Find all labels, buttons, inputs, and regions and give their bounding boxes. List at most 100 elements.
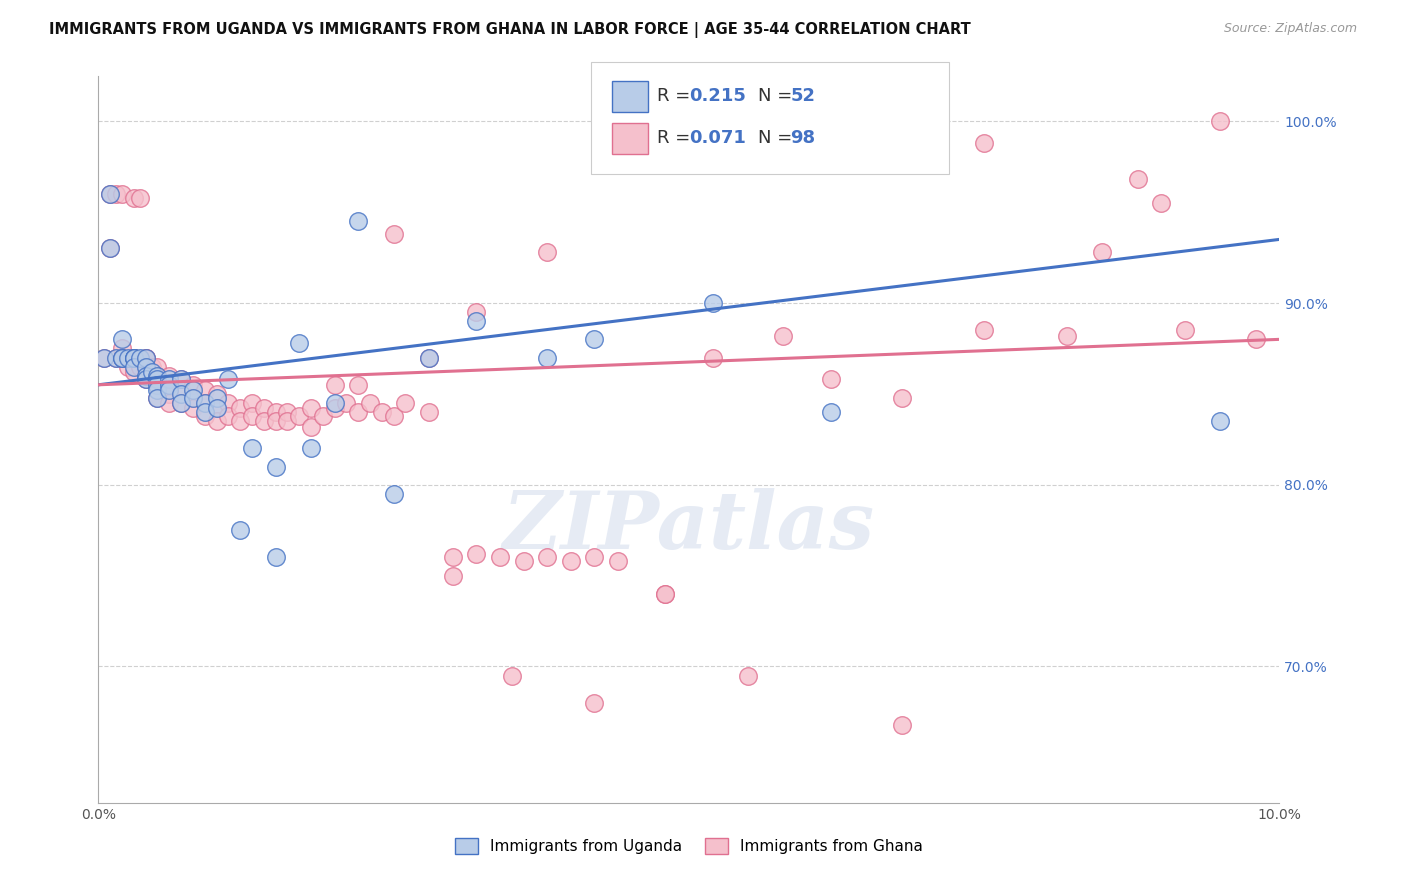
Point xyxy=(583,550,606,565)
Point xyxy=(465,314,488,328)
Point xyxy=(135,372,157,386)
Point xyxy=(157,387,180,401)
Point xyxy=(157,377,180,392)
Point xyxy=(217,396,239,410)
Point xyxy=(141,359,163,374)
Point xyxy=(536,351,558,365)
Point xyxy=(973,323,995,337)
Point xyxy=(820,405,842,419)
Point xyxy=(146,372,169,386)
Point xyxy=(276,414,298,428)
Point xyxy=(253,401,276,416)
Point xyxy=(418,351,440,365)
Point xyxy=(371,405,394,419)
Point xyxy=(536,245,558,260)
Point xyxy=(359,396,381,410)
Point xyxy=(157,377,180,392)
Point xyxy=(536,550,558,565)
Point xyxy=(347,377,370,392)
Text: 98: 98 xyxy=(790,129,815,147)
Text: ZIPatlas: ZIPatlas xyxy=(503,488,875,566)
Text: 52: 52 xyxy=(790,87,815,105)
Point xyxy=(194,409,217,423)
Point xyxy=(135,351,157,365)
Point xyxy=(1244,332,1267,346)
Point xyxy=(240,442,263,456)
Point xyxy=(418,405,440,419)
Point xyxy=(98,186,121,201)
Point xyxy=(702,351,724,365)
Point xyxy=(890,717,912,731)
Point xyxy=(264,414,287,428)
Point xyxy=(394,396,416,410)
Point xyxy=(1056,328,1078,343)
Point xyxy=(135,368,157,383)
Point xyxy=(382,487,405,501)
Point xyxy=(98,242,121,256)
Point xyxy=(418,351,440,365)
Point xyxy=(194,396,217,410)
Point xyxy=(105,186,128,201)
Text: R =: R = xyxy=(657,87,696,105)
Point xyxy=(122,359,145,374)
Point xyxy=(654,587,676,601)
Point xyxy=(111,351,134,365)
Point xyxy=(347,214,370,228)
Point xyxy=(276,405,298,419)
Text: 0.215: 0.215 xyxy=(689,87,745,105)
Legend: Immigrants from Uganda, Immigrants from Ghana: Immigrants from Uganda, Immigrants from … xyxy=(449,831,929,861)
Point xyxy=(105,351,128,365)
Point xyxy=(128,359,150,374)
Point xyxy=(312,409,335,423)
Point xyxy=(205,401,228,416)
Point xyxy=(772,328,794,343)
Point xyxy=(347,405,370,419)
Point xyxy=(205,414,228,428)
Point xyxy=(194,383,217,397)
Point xyxy=(217,409,239,423)
Point xyxy=(465,547,488,561)
Point xyxy=(1209,414,1232,428)
Point xyxy=(98,186,121,201)
Point xyxy=(122,351,145,365)
Point xyxy=(335,396,357,410)
Point xyxy=(146,391,169,405)
Point xyxy=(264,405,287,419)
Point xyxy=(382,227,405,241)
Point xyxy=(146,377,169,392)
Point xyxy=(93,351,115,365)
Point xyxy=(1174,323,1197,337)
Point xyxy=(229,401,252,416)
Point xyxy=(973,136,995,150)
Point xyxy=(229,523,252,537)
Point xyxy=(146,377,169,392)
Point xyxy=(288,336,311,351)
Point xyxy=(512,554,534,568)
Point xyxy=(170,383,193,397)
Text: N =: N = xyxy=(758,87,797,105)
Point xyxy=(181,383,204,397)
Point xyxy=(157,383,180,397)
Point xyxy=(128,191,150,205)
Point xyxy=(465,305,488,319)
Point xyxy=(157,372,180,386)
Point xyxy=(135,372,157,386)
Point xyxy=(111,342,134,356)
Point xyxy=(194,396,217,410)
Point xyxy=(240,396,263,410)
Point xyxy=(702,296,724,310)
Point xyxy=(111,332,134,346)
Point xyxy=(441,568,464,582)
Point xyxy=(299,419,322,434)
Point xyxy=(299,401,322,416)
Point xyxy=(170,372,193,386)
Point xyxy=(229,414,252,428)
Point xyxy=(146,368,169,383)
Point xyxy=(890,391,912,405)
Point xyxy=(323,396,346,410)
Point xyxy=(501,668,523,682)
Point xyxy=(135,351,157,365)
Point xyxy=(111,186,134,201)
Point xyxy=(122,191,145,205)
Point xyxy=(489,550,512,565)
